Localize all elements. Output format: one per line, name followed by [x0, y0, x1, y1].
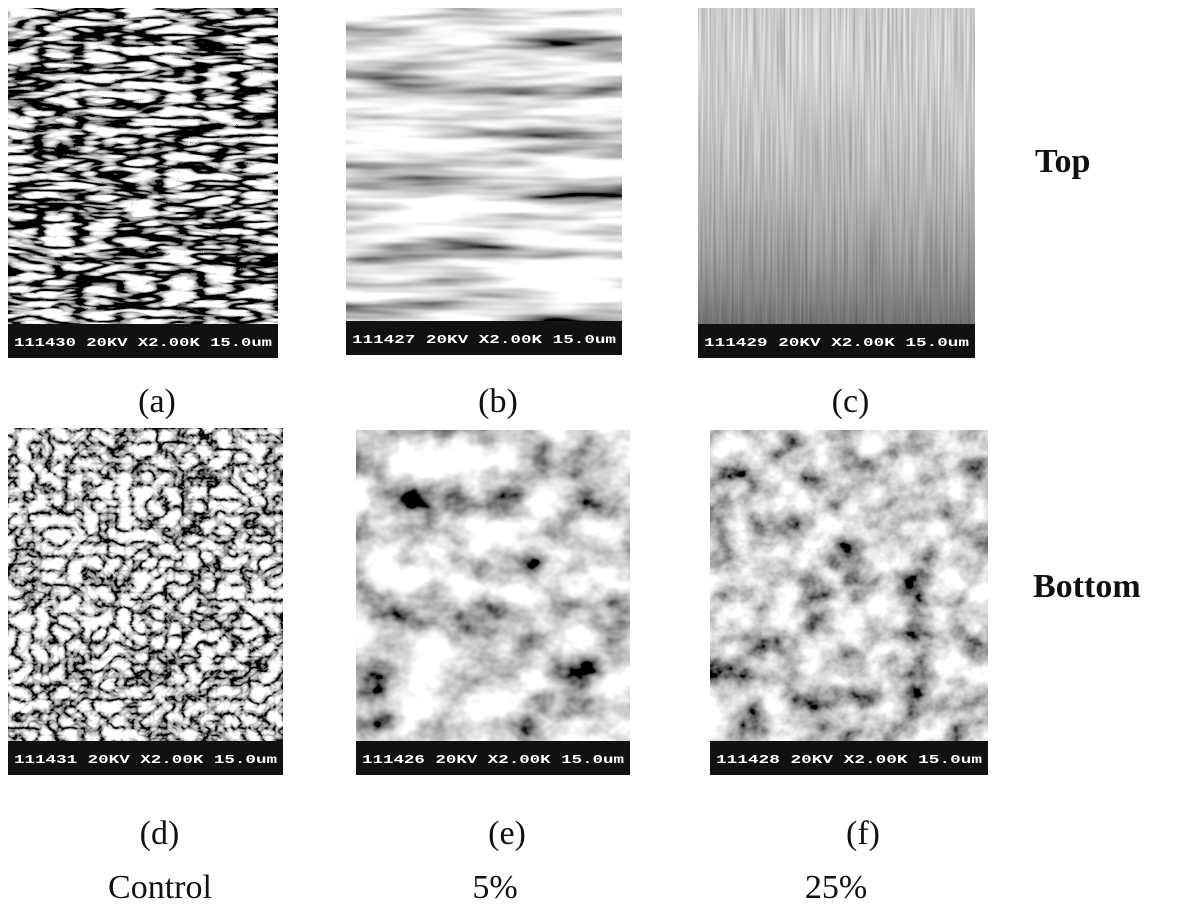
info-bar: [346, 321, 622, 355]
info-bar-text: 111428 20KV X2.00K 15.0um: [716, 753, 982, 767]
panel-label: (e): [488, 815, 526, 852]
panel-label: (d): [140, 815, 180, 852]
micrograph: [8, 428, 283, 775]
column-label: Control: [108, 869, 212, 904]
panel-label: (c): [832, 383, 870, 420]
info-bar-text: 111430 20KV X2.00K 15.0um: [14, 336, 272, 350]
info-bar: [698, 324, 975, 358]
shading: [698, 8, 975, 358]
micrograph: [8, 8, 278, 358]
panel-label: (a): [138, 383, 176, 420]
info-bar: [8, 324, 278, 358]
row-label: Top: [1035, 143, 1090, 180]
micrograph: [710, 430, 988, 775]
row-label: Bottom: [1033, 568, 1141, 605]
micrograph-grid: 111430 20KV X2.00K 15.0um (a) 111427 20KV …: [8, 8, 988, 852]
panel-label: (f): [846, 815, 880, 852]
info-bar: [710, 741, 988, 775]
column-label: 5%: [472, 869, 517, 904]
column-label: 25%: [805, 869, 867, 904]
panel-label: (b): [478, 383, 518, 420]
info-bar-text: 111429 20KV X2.00K 15.0um: [704, 336, 969, 350]
info-bar-text: 111431 20KV X2.00K 15.0um: [14, 753, 277, 767]
info-bar: [356, 741, 630, 775]
info-bar-text: 111426 20KV X2.00K 15.0um: [362, 753, 624, 767]
micrograph: [356, 430, 630, 775]
micrograph: [346, 8, 622, 355]
info-bar-text: 111427 20KV X2.00K 15.0um: [352, 333, 616, 347]
info-bar: [8, 741, 283, 775]
